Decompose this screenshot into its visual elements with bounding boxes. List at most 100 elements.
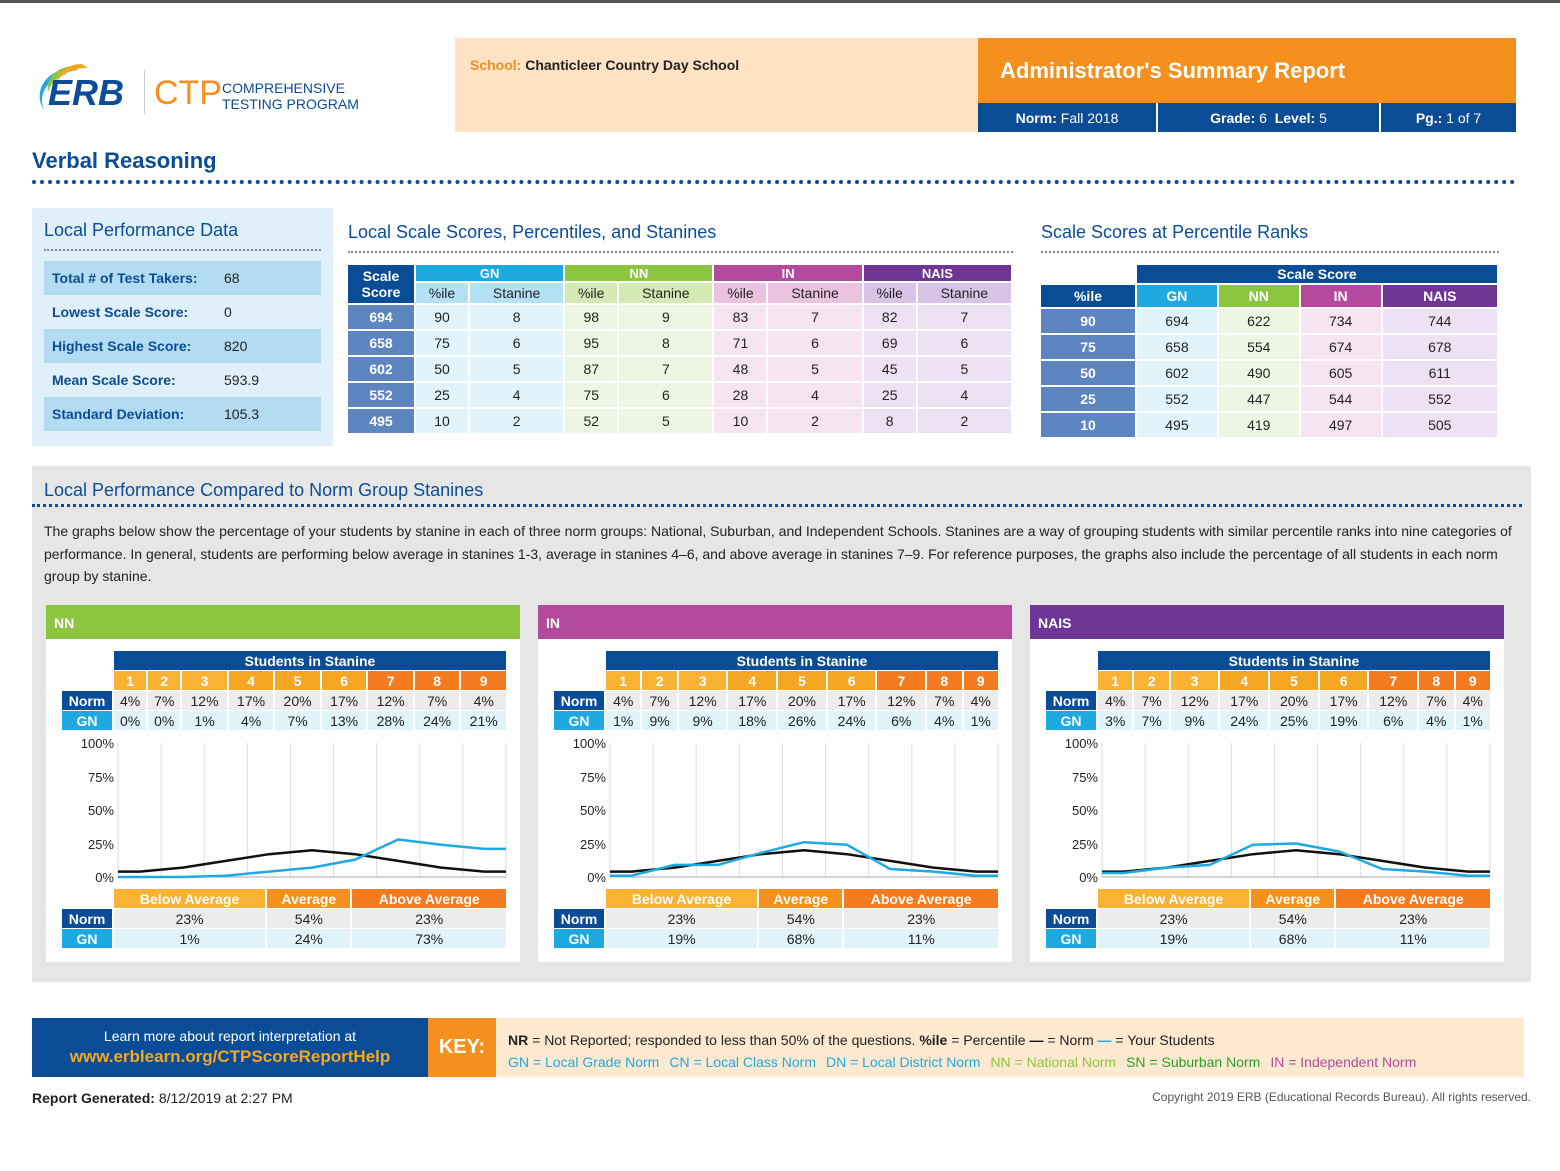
table-cell: 495 bbox=[1137, 413, 1217, 437]
table-cell: 8 bbox=[863, 409, 916, 433]
table-cell: 7 bbox=[917, 305, 1011, 329]
table-row: 658 75 6 95 8 71 6 69 6 bbox=[348, 331, 1011, 355]
table-row: 495 10 2 52 5 10 2 8 2 bbox=[348, 409, 1011, 433]
series-label: GN bbox=[554, 711, 604, 730]
table-cell: 6 bbox=[619, 383, 713, 407]
table-cell: 674 bbox=[1300, 335, 1381, 359]
band-gn-value: 68% bbox=[759, 929, 843, 948]
pct-cell: 75 bbox=[1041, 335, 1135, 359]
local-performance-title: Local Performance Data bbox=[44, 220, 239, 240]
pct-cell: 25 bbox=[1041, 387, 1135, 411]
percentile-ranks-panel: Scale Scores at Percentile Ranks Scale S… bbox=[1041, 222, 1499, 439]
table-cell: 6 bbox=[469, 331, 564, 355]
table-cell: 552 bbox=[1137, 387, 1217, 411]
table-cell: 744 bbox=[1382, 309, 1497, 333]
band-norm-value: 54% bbox=[759, 909, 843, 928]
stanine-pct-label: 4% bbox=[228, 711, 274, 730]
table-cell: 419 bbox=[1218, 413, 1299, 437]
series-label: GN bbox=[554, 929, 604, 948]
stanine-pct-label: 4% bbox=[606, 691, 641, 710]
band-label: Average bbox=[267, 889, 351, 908]
table-cell: 82 bbox=[863, 305, 916, 329]
band-label: Below Average bbox=[606, 889, 758, 908]
table-cell: 50 bbox=[416, 357, 468, 381]
band-gn-value: 11% bbox=[1336, 929, 1490, 948]
band-label: Above Average bbox=[1336, 889, 1490, 908]
stat-value: 593.9 bbox=[224, 372, 260, 388]
band-norm-value: 23% bbox=[352, 909, 506, 928]
band-norm-value: 54% bbox=[1251, 909, 1335, 928]
stanine-pct-label: 7% bbox=[1419, 691, 1454, 710]
stat-row: Highest Scale Score: 820 bbox=[44, 329, 321, 363]
average-bands-table: Below Average Average Above Average Norm 23%… bbox=[552, 888, 1000, 949]
key-norm-item: CN = Local Class Norm bbox=[669, 1054, 816, 1070]
stanine-pct-label: 7% bbox=[1134, 691, 1169, 710]
table-cell: 2 bbox=[917, 409, 1011, 433]
scale-score-cell: 694 bbox=[348, 305, 414, 329]
band-gn-value: 68% bbox=[1251, 929, 1335, 948]
pct-cell: 90 bbox=[1041, 309, 1135, 333]
stanine-line-chart bbox=[609, 743, 999, 878]
stanine-pct-label: 28% bbox=[368, 711, 413, 730]
table-cell: 622 bbox=[1218, 309, 1299, 333]
group-header: IN bbox=[1300, 285, 1381, 307]
key-definition: = Not Reported; responded to less than 5… bbox=[528, 1032, 920, 1048]
table-cell: 83 bbox=[714, 305, 767, 329]
scale-score-header: Scale Score bbox=[1137, 265, 1497, 283]
scale-score-cell: 602 bbox=[348, 357, 414, 381]
table-cell: 7 bbox=[768, 305, 862, 329]
table-cell: 90 bbox=[416, 305, 468, 329]
key-term: NR bbox=[508, 1032, 529, 1048]
students-in-stanine-header: Students in Stanine bbox=[1098, 651, 1490, 670]
table-cell: 4 bbox=[917, 383, 1011, 407]
norm-bar: Norm: Fall 2018 Grade: 6 Level: 5 Pg.: 1… bbox=[978, 103, 1516, 132]
pct-header: %ile bbox=[416, 283, 468, 303]
scale-score-cell: 495 bbox=[348, 409, 414, 433]
stanine-pct-label: 4% bbox=[1098, 691, 1133, 710]
stanine-number: 9 bbox=[1455, 671, 1490, 690]
school-name: Chanticleer Country Day School bbox=[525, 57, 740, 73]
stanine-pct-label: 4% bbox=[114, 691, 147, 710]
stanine-number: 1 bbox=[114, 671, 147, 690]
stanine-pct-label: 7% bbox=[642, 691, 677, 710]
stat-label: Total # of Test Takers: bbox=[52, 270, 198, 286]
copyright: Copyright 2019 ERB (Educational Records … bbox=[1152, 1090, 1531, 1104]
band-label: Below Average bbox=[1098, 889, 1250, 908]
table-cell: 98 bbox=[565, 305, 618, 329]
key-definition: = Percentile bbox=[947, 1032, 1030, 1048]
key-definition: = Your Students bbox=[1111, 1032, 1215, 1048]
stanine-number: 4 bbox=[228, 671, 274, 690]
help-link[interactable]: www.erblearn.org/CTPScoreReportHelp bbox=[69, 1047, 391, 1066]
table-cell: 75 bbox=[565, 383, 618, 407]
chart-panel-nn: NN Students in Stanine 1 2 3 4 5 6 7 8 9 Norm 4% 7% 12… bbox=[46, 605, 520, 962]
stanine-pct-label: 4% bbox=[963, 691, 998, 710]
table-cell: 4 bbox=[768, 383, 862, 407]
series-label: Norm bbox=[554, 691, 604, 710]
stat-value: 68 bbox=[224, 270, 240, 286]
table-cell: 2 bbox=[768, 409, 862, 433]
report-title: Administrator's Summary Report bbox=[978, 38, 1516, 103]
table-cell: 505 bbox=[1382, 413, 1497, 437]
stanine-number: 2 bbox=[1134, 671, 1169, 690]
stanine-pct-label: 4% bbox=[1455, 691, 1490, 710]
table-cell: 87 bbox=[565, 357, 618, 381]
scale-score-cell: 552 bbox=[348, 383, 414, 407]
stanine-pct-label: 26% bbox=[778, 711, 826, 730]
table-row: 90 694 622 734 744 bbox=[1041, 309, 1497, 333]
stanine-pct-label: 20% bbox=[275, 691, 320, 710]
stat-value: 820 bbox=[224, 338, 248, 354]
band-norm-value: 23% bbox=[1098, 909, 1250, 928]
stanine-pct-label: 12% bbox=[877, 691, 926, 710]
your-students-series-line bbox=[118, 838, 506, 879]
stanine-pct-label: 24% bbox=[414, 711, 460, 730]
band-label: Average bbox=[1251, 889, 1335, 908]
chart-title: IN bbox=[538, 605, 1012, 639]
table-cell: 2 bbox=[469, 409, 564, 433]
table-row: 602 50 5 87 7 48 5 45 5 bbox=[348, 357, 1011, 381]
group-header: GN bbox=[1137, 285, 1217, 307]
stanine-pct-label: 19% bbox=[1319, 711, 1368, 730]
group-header: GN bbox=[416, 265, 564, 281]
table-cell: 48 bbox=[714, 357, 767, 381]
pct-header: %ile bbox=[1041, 285, 1135, 307]
stanine-number: 6 bbox=[827, 671, 876, 690]
